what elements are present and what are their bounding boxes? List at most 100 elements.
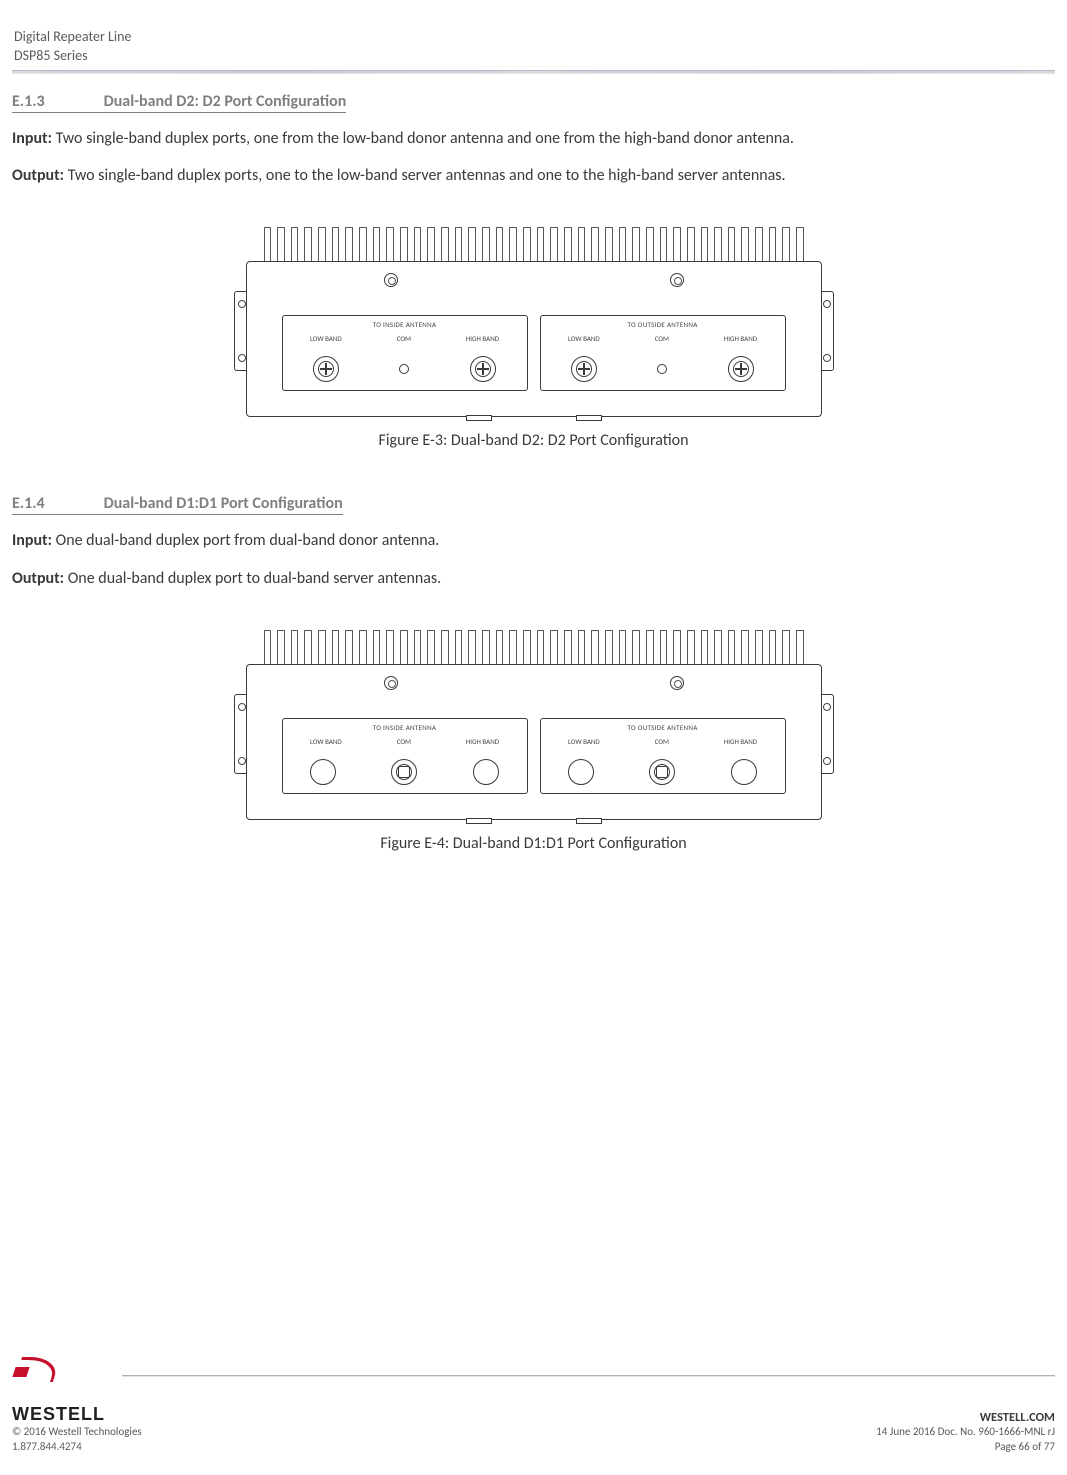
foot-right xyxy=(576,415,602,421)
heatsink-fin xyxy=(386,227,394,263)
heatsink-fin xyxy=(646,227,654,263)
label-high: HIGH BAND xyxy=(466,737,499,746)
heatsink-fin xyxy=(728,227,736,263)
rf-port xyxy=(571,356,597,382)
rf-port xyxy=(731,759,757,785)
heatsink-fin xyxy=(414,630,422,666)
heatsink-fin xyxy=(673,227,681,263)
heatsink-fin xyxy=(441,227,449,263)
heatsink-fin xyxy=(564,227,572,263)
heatsink-fin xyxy=(386,630,394,666)
rf-port xyxy=(649,759,675,785)
heatsink-fin xyxy=(550,630,558,666)
panel-inside-ports xyxy=(283,356,527,382)
heatsink-fin xyxy=(400,630,408,666)
heatsink-fin xyxy=(482,630,490,666)
heatsink-fin xyxy=(591,630,599,666)
label-high: HIGH BAND xyxy=(466,334,499,343)
input-text: Two single-band duplex ports, one from t… xyxy=(52,129,794,148)
label-com: COM xyxy=(397,334,411,343)
heatsink-fin xyxy=(496,227,504,263)
panel-inside-labels: LOW BAND COM HIGH BAND xyxy=(283,334,527,343)
heatsink-fin xyxy=(496,630,504,666)
label-high: HIGH BAND xyxy=(724,737,757,746)
foot-right xyxy=(576,818,602,824)
heatsink-fin xyxy=(332,227,340,263)
heatsink-fins xyxy=(256,624,812,666)
heatsink-fin xyxy=(523,227,531,263)
logo-text: WESTELL xyxy=(12,1404,105,1425)
figure-e4-device: TO INSIDE ANTENNA LOW BAND COM HIGH BAND… xyxy=(234,624,834,824)
heatsink-fin xyxy=(741,630,749,666)
heatsink-fin xyxy=(564,630,572,666)
output-text: Two single-band duplex ports, one to the… xyxy=(64,166,786,185)
input-paragraph-e13: Input: Two single-band duplex ports, one… xyxy=(12,127,1055,150)
label-low: LOW BAND xyxy=(568,737,600,746)
label-low: LOW BAND xyxy=(568,334,600,343)
output-paragraph-e13: Output: Two single-band duplex ports, on… xyxy=(12,164,1055,187)
figure-e4-caption: Figure E-4: Dual-band D1:D1 Port Configu… xyxy=(12,834,1055,853)
panel-outside: TO OUTSIDE ANTENNA LOW BAND COM HIGH BAN… xyxy=(540,315,786,391)
heatsink-fin xyxy=(318,630,326,666)
heatsink-fin xyxy=(741,227,749,263)
logo-swoosh-icon xyxy=(12,1353,54,1383)
heatsink-fin xyxy=(537,630,545,666)
heatsink-fin xyxy=(332,630,340,666)
heatsink-fin xyxy=(796,630,804,666)
rf-port xyxy=(657,364,667,374)
panel-inside: TO INSIDE ANTENNA LOW BAND COM HIGH BAND xyxy=(282,315,528,391)
label-low: LOW BAND xyxy=(310,334,342,343)
rf-port xyxy=(728,356,754,382)
panel-outside-labels: LOW BAND COM HIGH BAND xyxy=(541,737,785,746)
heatsink-fin xyxy=(605,227,613,263)
screw-top-right xyxy=(670,676,684,690)
heatsink-fin xyxy=(769,630,777,666)
spacer xyxy=(12,450,1055,476)
panel-inside-title: TO INSIDE ANTENNA xyxy=(283,723,527,732)
heatsink-fin xyxy=(591,227,599,263)
foot-left xyxy=(466,415,492,421)
heatsink-fin xyxy=(660,227,668,263)
footer-left: WESTELL xyxy=(12,1381,116,1425)
input-paragraph-e14: Input: One dual-band duplex port from du… xyxy=(12,529,1055,552)
header-series: DSP85 Series xyxy=(14,47,1055,64)
heatsink-fin xyxy=(455,630,463,666)
output-label: Output: xyxy=(12,166,64,185)
heatsink-fin xyxy=(646,630,654,666)
footer-site: WESTELL.COM xyxy=(980,1410,1055,1425)
heatsink-fin xyxy=(714,227,722,263)
header-rule xyxy=(12,70,1055,74)
panel-inside-title: TO INSIDE ANTENNA xyxy=(283,320,527,329)
heatsink-fin xyxy=(619,630,627,666)
panel-outside: TO OUTSIDE ANTENNA LOW BAND COM HIGH BAN… xyxy=(540,718,786,794)
heatsink-fin xyxy=(373,227,381,263)
foot-left xyxy=(466,818,492,824)
label-com: COM xyxy=(397,737,411,746)
heatsink-fin xyxy=(578,630,586,666)
section-number: E.1.3 xyxy=(12,92,100,111)
input-label: Input: xyxy=(12,531,52,550)
heatsink-fin xyxy=(277,630,285,666)
heatsink-fin xyxy=(701,227,709,263)
heatsink-fin xyxy=(578,227,586,263)
rf-port xyxy=(470,356,496,382)
heatsink-fin xyxy=(291,630,299,666)
heatsink-fin xyxy=(755,227,763,263)
screw-top-right xyxy=(670,273,684,287)
heatsink-fin xyxy=(550,227,558,263)
rf-port xyxy=(313,356,339,382)
heatsink-fin xyxy=(304,227,312,263)
figure-e3-device: TO INSIDE ANTENNA LOW BAND COM HIGH BAND… xyxy=(234,221,834,421)
heatsink-fin xyxy=(619,227,627,263)
heatsink-fin xyxy=(509,227,517,263)
panel-outside-ports xyxy=(541,759,785,785)
heatsink-fin xyxy=(441,630,449,666)
rf-port xyxy=(391,759,417,785)
figure-e3-wrap: TO INSIDE ANTENNA LOW BAND COM HIGH BAND… xyxy=(12,221,1055,450)
heatsink-fin xyxy=(482,227,490,263)
heatsink-fin xyxy=(468,227,476,263)
output-label: Output: xyxy=(12,569,64,588)
heatsink-fin xyxy=(523,630,531,666)
mount-ear-right xyxy=(820,291,834,371)
rf-port xyxy=(568,759,594,785)
